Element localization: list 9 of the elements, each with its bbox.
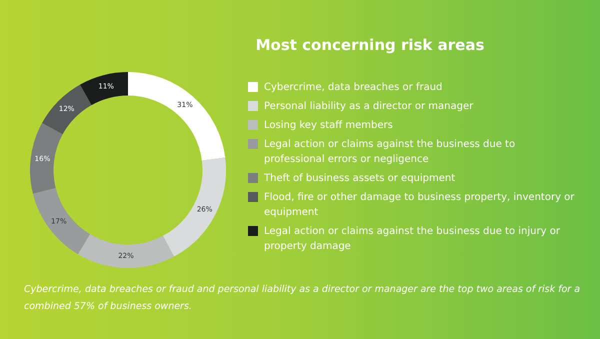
legend-label: Flood, fire or other damage to business property, inventory or equipment [264,191,576,220]
text: Cybercrime, data breaches or fraud and personal liability as a director or manager are the top two areas of risk for a combined 57% of business owners. [24,283,582,314]
legend-label: Losing key staff members [264,119,393,133]
chart-title: Most concerning risk areas [254,36,486,54]
legend-label: Cybercrime, data breaches or fraud [264,81,442,95]
legend-label: Legal action or claims against the business due to professional errors or negligence [264,138,516,167]
legend-label: Legal action or claims against the business due to injury or property damage [264,225,561,254]
legend-label: Theft of business assets or equipment [264,172,456,186]
legend-label: Personal liability as a director or manager [264,100,474,114]
